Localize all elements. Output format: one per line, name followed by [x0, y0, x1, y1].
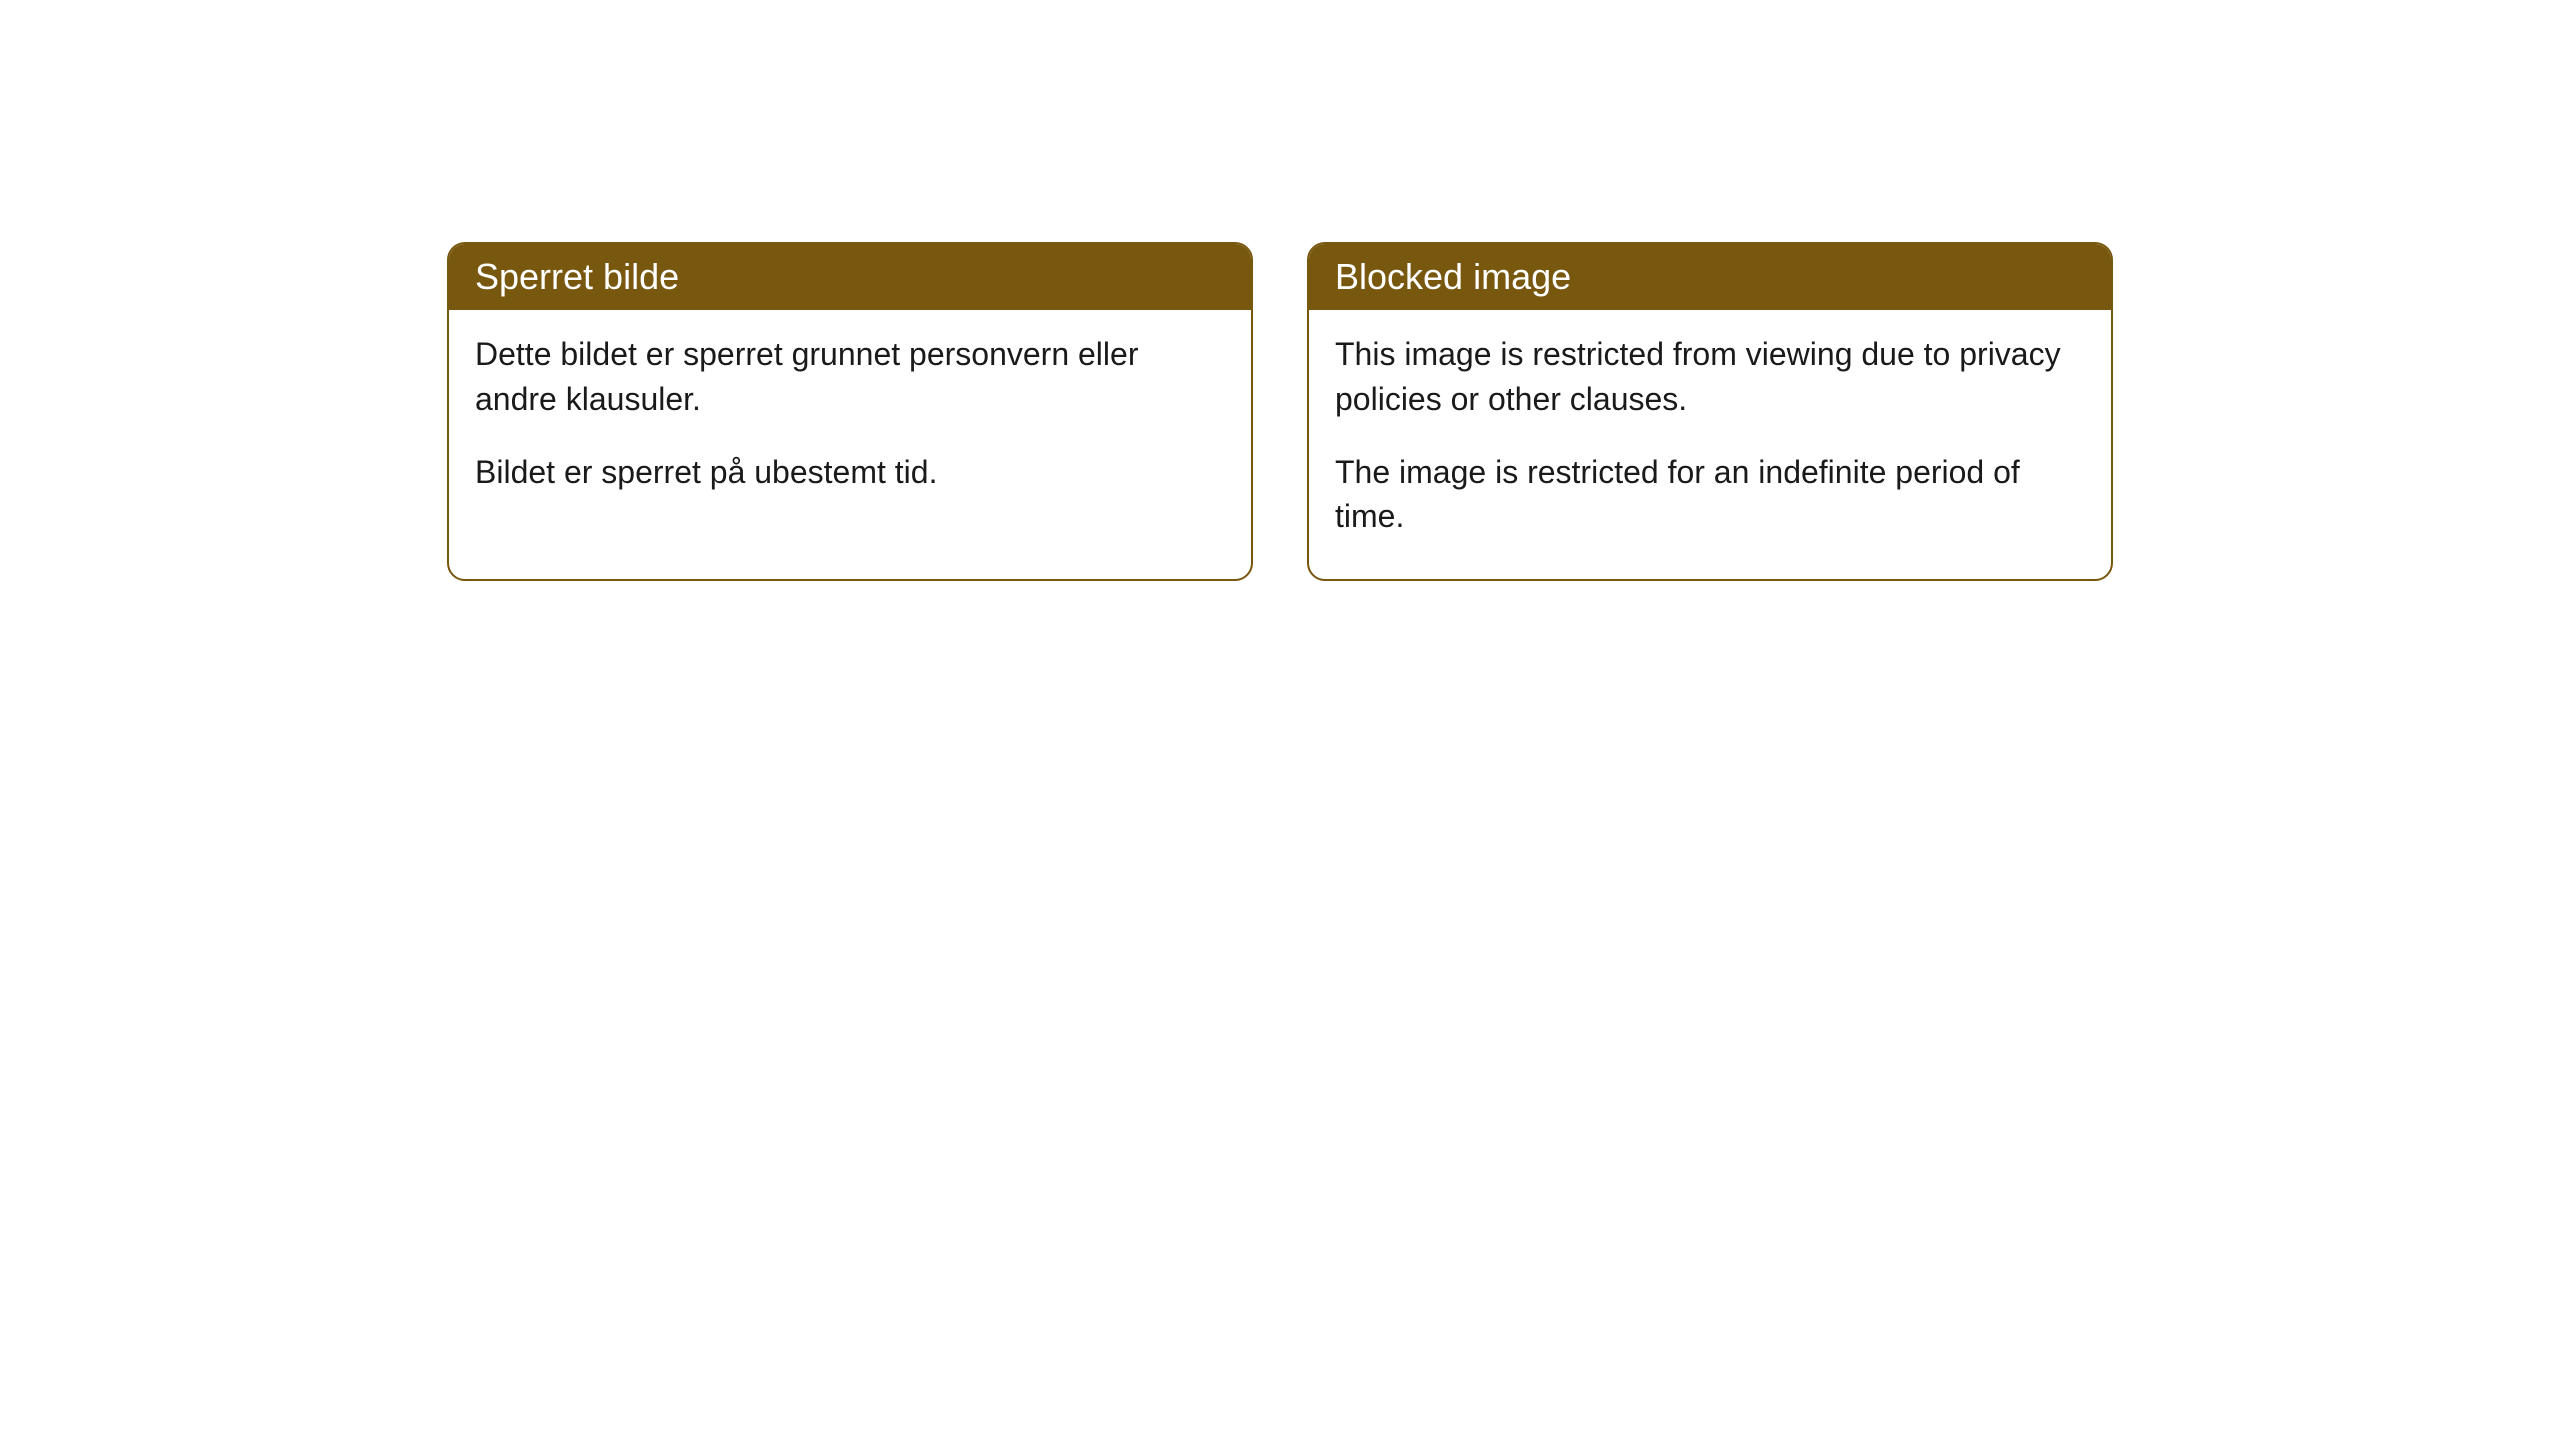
card-paragraph: Dette bildet er sperret grunnet personve…: [475, 332, 1225, 422]
card-body: Dette bildet er sperret grunnet personve…: [449, 310, 1251, 534]
card-paragraph: The image is restricted for an indefinit…: [1335, 450, 2085, 540]
card-title: Blocked image: [1309, 244, 2111, 310]
blocked-image-card-norwegian: Sperret bilde Dette bildet er sperret gr…: [447, 242, 1253, 581]
card-paragraph: Bildet er sperret på ubestemt tid.: [475, 450, 1225, 495]
card-title: Sperret bilde: [449, 244, 1251, 310]
blocked-image-card-english: Blocked image This image is restricted f…: [1307, 242, 2113, 581]
card-body: This image is restricted from viewing du…: [1309, 310, 2111, 579]
cards-container: Sperret bilde Dette bildet er sperret gr…: [447, 242, 2113, 581]
card-paragraph: This image is restricted from viewing du…: [1335, 332, 2085, 422]
